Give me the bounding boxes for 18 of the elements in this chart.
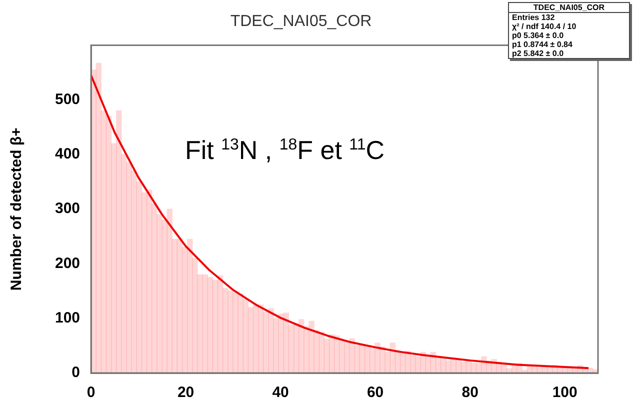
x-tick-label: 20 bbox=[177, 384, 194, 402]
y-tick-label: 0 bbox=[72, 364, 80, 382]
x-tick-label: 80 bbox=[462, 384, 478, 402]
y-tick-label: 100 bbox=[54, 310, 80, 327]
y-tick-label: 300 bbox=[54, 200, 80, 218]
chart-title: TDEC_NAI05_COR bbox=[230, 13, 372, 30]
y-tick-label: 500 bbox=[54, 90, 80, 108]
x-tick-label: 100 bbox=[552, 384, 578, 402]
x-tick-label: 60 bbox=[366, 384, 384, 402]
annotation: p1 0.8744 ± 0.84 bbox=[511, 40, 574, 49]
fit-statistics-panel: TDEC_NAI05_COR Entries 132 χ² / ndf 140.4 / 10 p0 5.364 ± 0.0 p1 0.8744 ± 0.84 p2 5.842 ± 0.0 bbox=[508, 2, 630, 59]
annotation: p2 5.842 ± 0.0 bbox=[511, 49, 565, 58]
y-tick-label: 200 bbox=[54, 254, 80, 272]
y-axis-title: Number of detected β+ bbox=[8, 127, 26, 291]
x-tick-label: 0 bbox=[86, 384, 96, 402]
annotation: Fit $^{13}$N , $^{18}$F et $^{11}$C bbox=[185, 135, 385, 166]
y-tick-label: 400 bbox=[54, 146, 80, 163]
x-tick-label: 40 bbox=[272, 384, 289, 402]
